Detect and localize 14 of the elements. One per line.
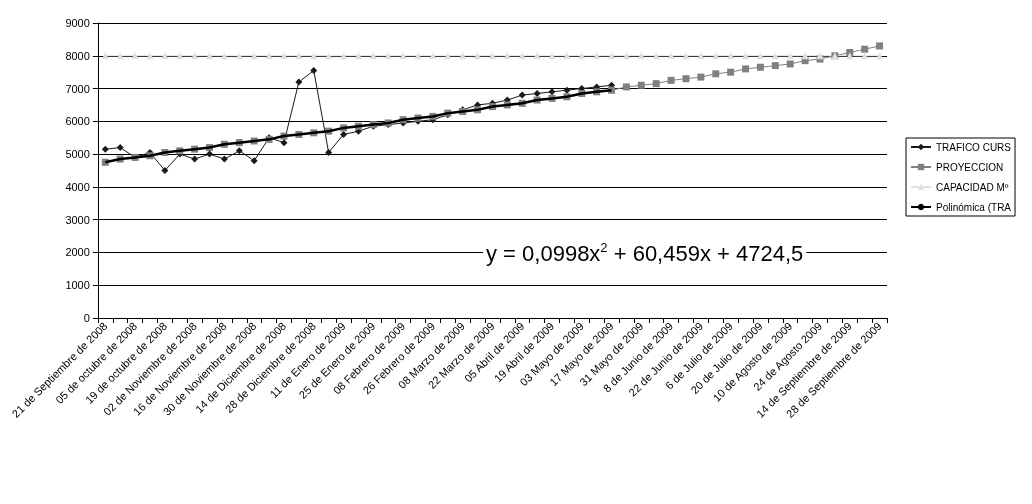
y-tick-label: 2000: [65, 246, 90, 259]
legend-label: Polinómica (TRA: [936, 201, 1012, 213]
y-tick-label: 5000: [65, 148, 90, 161]
y-tick-label: 8000: [65, 49, 90, 62]
y-tick-label: 4000: [65, 180, 90, 193]
y-tick-label: 0: [83, 312, 90, 324]
legend-label: CAPACIDAD Mº: [936, 181, 1009, 193]
legend-label: PROYECCION: [936, 161, 1004, 173]
y-tick-label: 3000: [65, 213, 90, 226]
y-tick-label: 6000: [65, 115, 90, 128]
y-tick-label: 9000: [65, 17, 90, 29]
legend-label: TRAFICO CURS: [936, 141, 1012, 153]
y-tick-label: 1000: [65, 279, 90, 292]
y-tick-label: 7000: [65, 82, 90, 95]
